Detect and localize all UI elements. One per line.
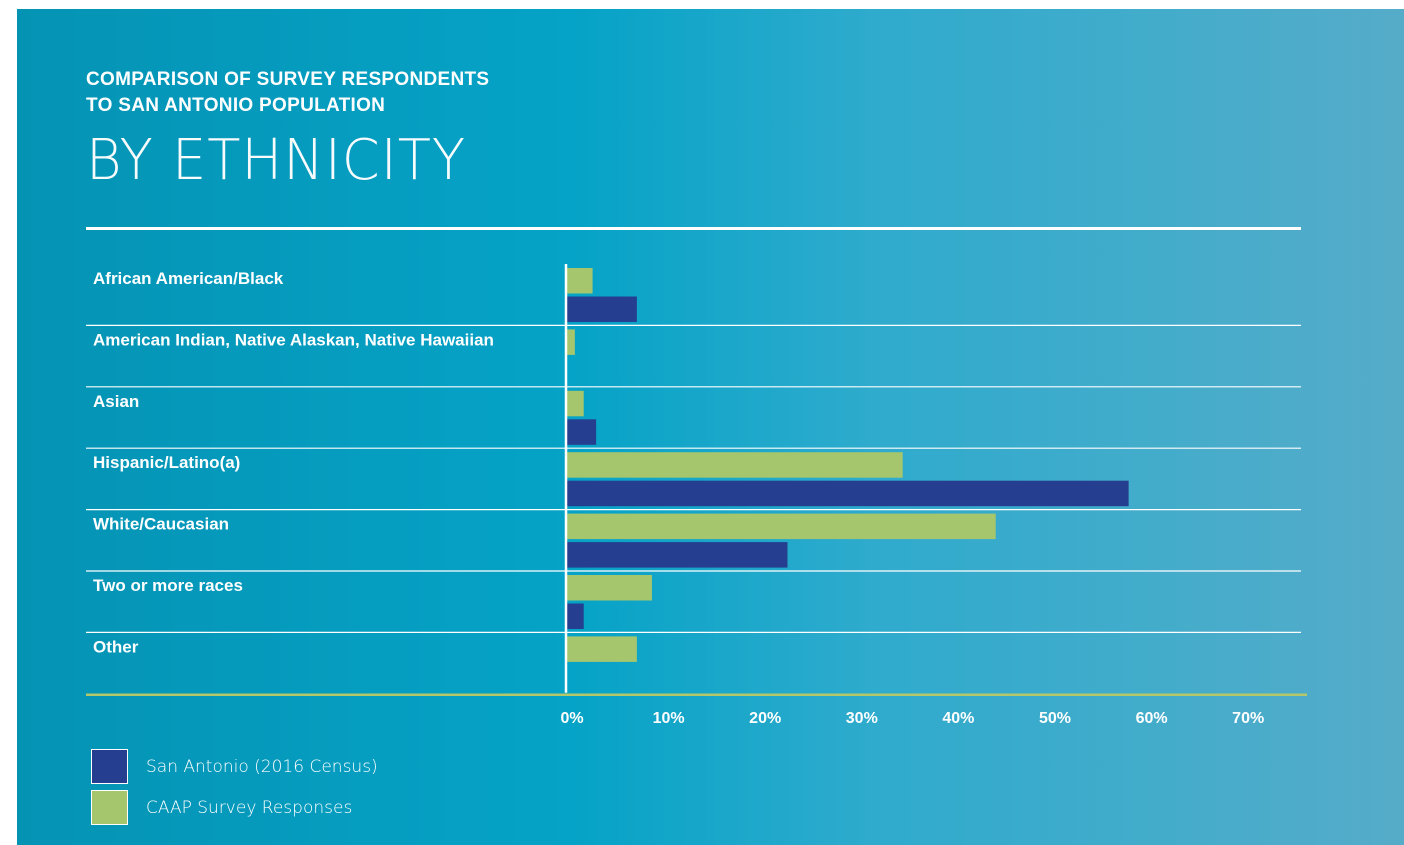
- category-label: Hispanic/Latino(a): [93, 453, 240, 472]
- category-label: White/Caucasian: [93, 515, 229, 534]
- bar-survey: [566, 575, 652, 601]
- bar-survey: [566, 452, 903, 478]
- legend-swatch-survey: [91, 790, 128, 825]
- bar-census: [566, 542, 788, 568]
- chart-supertitle-line1: COMPARISON OF SURVEY RESPONDENTS: [86, 69, 490, 90]
- bar-survey: [566, 268, 593, 294]
- x-tick-label: 0%: [560, 710, 583, 727]
- x-tick-label: 70%: [1232, 710, 1264, 727]
- category-label: Asian: [93, 392, 139, 411]
- chart-supertitle-line2: TO SAN ANTONIO POPULATION: [86, 95, 386, 116]
- x-tick-label: 30%: [846, 710, 878, 727]
- title-divider: [86, 227, 1301, 230]
- bar-survey: [566, 513, 996, 540]
- bar-census: [566, 603, 584, 629]
- legend-label-census: San Antonio (2016 Census): [146, 757, 378, 777]
- bar-survey: [566, 329, 575, 355]
- bar-census: [566, 296, 637, 322]
- category-label: Two or more races: [93, 576, 243, 595]
- category-label: Other: [93, 637, 139, 656]
- x-tick-label: 10%: [653, 710, 685, 727]
- legend-swatch-census: [91, 749, 128, 784]
- bar-survey: [566, 390, 584, 417]
- x-tick-label: 50%: [1039, 710, 1071, 727]
- category-label: American Indian, Native Alaskan, Native …: [93, 330, 494, 349]
- chart-panel: COMPARISON OF SURVEY RESPONDENTS TO SAN …: [17, 9, 1404, 845]
- x-tick-label: 60%: [1136, 710, 1168, 727]
- x-tick-label: 20%: [749, 710, 781, 727]
- bar-chart: African American/Black American Indian, N…: [86, 264, 1307, 727]
- x-tick-label: 40%: [942, 710, 974, 727]
- category-label: African American/Black: [93, 269, 284, 288]
- bar-census: [566, 419, 597, 445]
- bar-census: [566, 480, 1129, 507]
- legend-label-survey: CAAP Survey Responses: [146, 798, 353, 818]
- chart-title: BY ETHNICITY: [86, 128, 466, 193]
- bar-survey: [566, 636, 637, 662]
